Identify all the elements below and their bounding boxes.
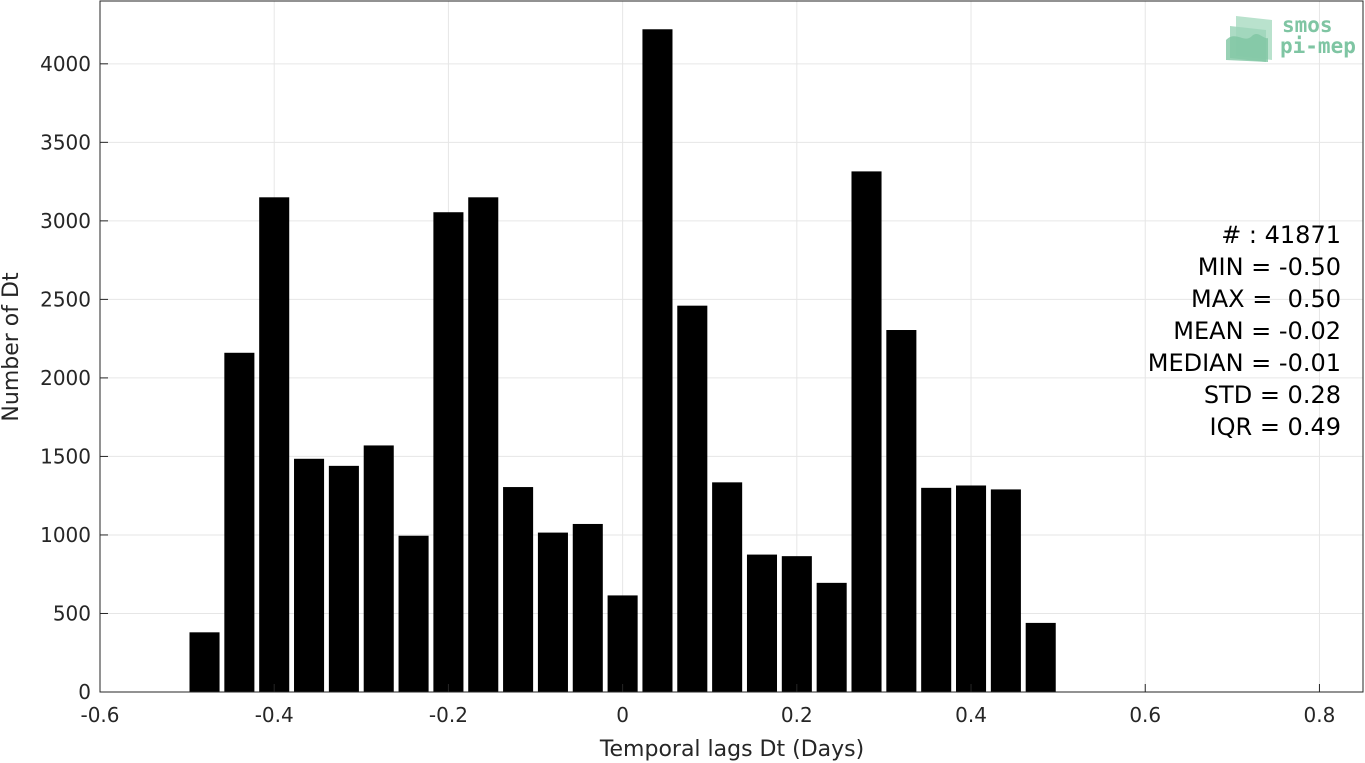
y-tick-label: 1500	[40, 444, 91, 468]
y-tick-label: 4000	[40, 52, 91, 76]
x-axis-ticks: -0.6 -0.4 -0.2 0 0.2 0.4 0.6 0.8	[80, 684, 1335, 727]
stat-mean: MEAN = -0.02	[1173, 317, 1341, 345]
bar	[328, 465, 359, 692]
x-tick-label: 0.6	[1129, 703, 1161, 727]
x-tick-label: -0.4	[255, 703, 294, 727]
bar	[224, 352, 255, 692]
x-axis-label: Temporal lags Dt (Days)	[599, 737, 864, 762]
smos-pimep-logo: smos pi-mep	[1226, 13, 1356, 62]
x-tick-label: 0	[616, 703, 629, 727]
bar	[572, 523, 603, 692]
bar	[433, 212, 464, 692]
bar	[816, 582, 847, 692]
stats-box: # : 41871 MIN = -0.50 MAX = 0.50 MEAN = …	[1148, 221, 1341, 441]
bar	[677, 305, 708, 692]
logo-text-smos: smos	[1282, 13, 1333, 37]
x-tick-label: 0.2	[781, 703, 813, 727]
y-axis-ticks: 0 500 1000 1500 2000 2500 3000 3500 4000	[40, 52, 108, 704]
stat-iqr: IQR = 0.49	[1210, 413, 1341, 441]
y-tick-label: 1000	[40, 523, 91, 547]
bar	[851, 171, 882, 693]
logo-mark-icon	[1226, 16, 1272, 62]
bar	[294, 458, 325, 692]
x-tick-label: 0.8	[1304, 703, 1336, 727]
bar	[1025, 622, 1056, 692]
x-tick-label: -0.2	[429, 703, 468, 727]
bar	[712, 482, 743, 692]
y-tick-label: 0	[78, 680, 91, 704]
bar	[956, 485, 987, 692]
bar	[259, 197, 290, 692]
bar	[642, 29, 673, 692]
bar	[886, 330, 917, 692]
bar	[363, 445, 394, 692]
bar	[990, 489, 1021, 692]
y-tick-label: 500	[53, 601, 91, 625]
bar	[781, 556, 812, 692]
bar	[607, 595, 638, 692]
bars	[189, 29, 1056, 693]
stat-max: MAX = 0.50	[1191, 285, 1341, 313]
y-axis-label: Number of Dt	[0, 272, 24, 422]
bar	[398, 535, 429, 692]
x-tick-label: 0.4	[955, 703, 987, 727]
y-tick-label: 3000	[40, 209, 91, 233]
stat-min: MIN = -0.50	[1198, 253, 1341, 281]
y-tick-label: 3500	[40, 130, 91, 154]
logo-text-pimep: pi-mep	[1280, 34, 1356, 58]
plot-frame	[99, 0, 1364, 693]
stat-median: MEDIAN = -0.01	[1148, 349, 1341, 377]
bar	[468, 197, 499, 692]
bar	[746, 554, 778, 692]
bar	[537, 532, 568, 692]
y-tick-label: 2500	[40, 287, 91, 311]
bar	[503, 487, 534, 692]
bar	[921, 487, 952, 692]
y-tick-label: 2000	[40, 366, 91, 390]
stat-std: STD = 0.28	[1204, 381, 1341, 409]
stat-count: # : 41871	[1221, 221, 1341, 249]
bar	[189, 632, 220, 692]
x-tick-label: -0.6	[80, 703, 119, 727]
